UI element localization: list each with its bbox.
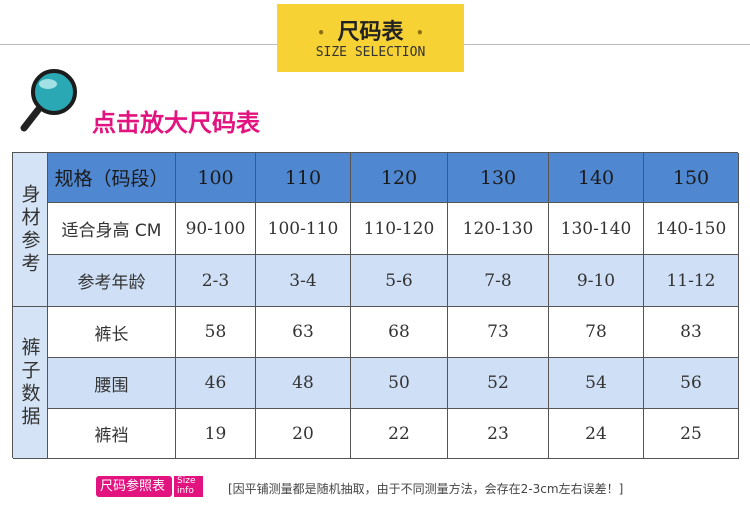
header-cell: 120	[351, 153, 448, 203]
cell: 63	[256, 307, 351, 358]
cell: 25	[644, 409, 739, 459]
magnifier-icon	[20, 69, 77, 132]
header-cell: 规格（码段）	[48, 153, 176, 203]
badge-en: Size info	[173, 476, 203, 497]
cell: 23	[448, 409, 549, 459]
row-label: 裤长	[48, 307, 176, 358]
cell: 7-8	[448, 255, 549, 307]
cell: 20	[256, 409, 351, 459]
cell: 83	[644, 307, 739, 358]
badge-en-line: info	[177, 486, 194, 496]
cell: 54	[549, 358, 644, 409]
badge: 尺码参照表	[96, 476, 172, 497]
cell: 22	[351, 409, 448, 459]
row-label: 腰围	[48, 358, 176, 409]
group-label: 裤子数据	[13, 307, 48, 459]
zoom-link[interactable]: 点击放大尺码表	[92, 109, 260, 137]
cell: 11-12	[644, 255, 739, 307]
cell: 48	[256, 358, 351, 409]
header-cell: 110	[256, 153, 351, 203]
cell: 90-100	[176, 203, 256, 255]
row-label: 适合身高 CM	[48, 203, 176, 255]
header-title: • 尺码表 •	[317, 20, 424, 45]
cell: 130-140	[549, 203, 644, 255]
cell: 50	[351, 358, 448, 409]
cell: 100-110	[256, 203, 351, 255]
row-label: 参考年龄	[48, 255, 176, 307]
cell: 68	[351, 307, 448, 358]
cell: 120-130	[448, 203, 549, 255]
cell: 9-10	[549, 255, 644, 307]
cell: 5-6	[351, 255, 448, 307]
cell: 78	[549, 307, 644, 358]
cell: 140-150	[644, 203, 739, 255]
row-label: 裤裆	[48, 409, 176, 459]
cell: 19	[176, 409, 256, 459]
cell: 56	[644, 358, 739, 409]
header-cell: 100	[176, 153, 256, 203]
badge-en-line: Size	[177, 476, 196, 486]
header-cell: 150	[644, 153, 739, 203]
cell: 110-120	[351, 203, 448, 255]
header-cell: 140	[549, 153, 644, 203]
cell: 3-4	[256, 255, 351, 307]
group-label: 身材参考	[13, 153, 48, 307]
cell: 24	[549, 409, 644, 459]
note: [因平铺测量都是随机抽取，由于不同测量方法，会存在2-3cm左右误差！]	[228, 482, 624, 496]
title: 尺码表	[337, 20, 404, 45]
size-table: 身材参考 裤子数据 规格（码段） 100 110 120 130 140 150 适合身高 CM 9…	[12, 152, 739, 459]
cell: 73	[448, 307, 549, 358]
header-cell: 130	[448, 153, 549, 203]
cell: 2-3	[176, 255, 256, 307]
cell: 52	[448, 358, 549, 409]
cell: 58	[176, 307, 256, 358]
cell: 46	[176, 358, 256, 409]
subtitle: SIZE SELECTION	[315, 45, 426, 60]
header-box: • 尺码表 • SIZE SELECTION	[277, 4, 464, 72]
